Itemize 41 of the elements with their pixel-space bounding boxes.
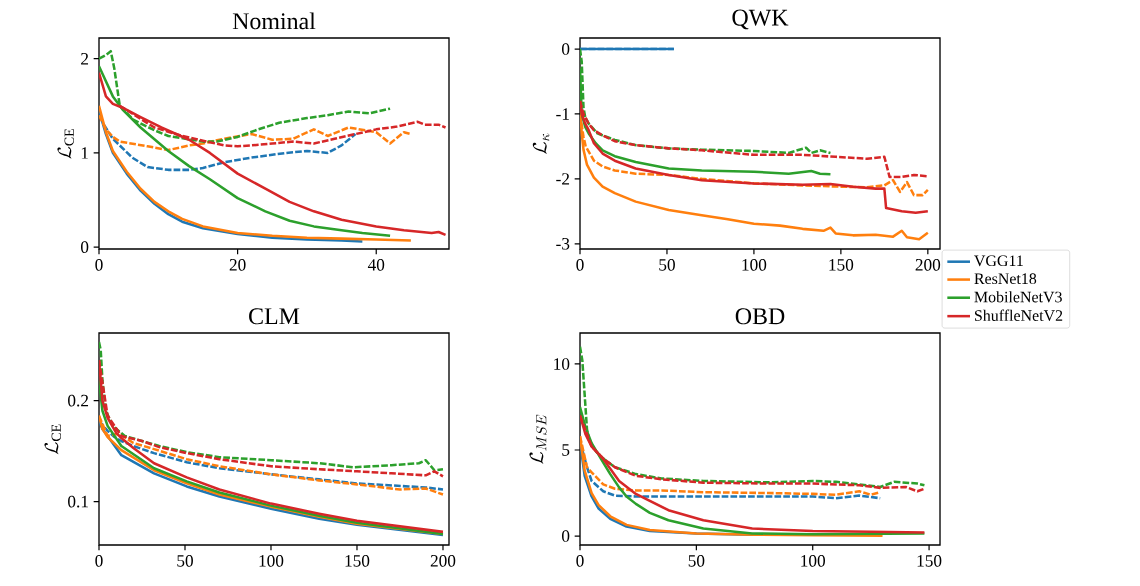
- legend-label: VGG11: [974, 255, 1023, 267]
- x-tick-label: 40: [367, 259, 385, 271]
- x-tick-label: 0: [576, 259, 584, 271]
- chart-title: CLM: [249, 308, 300, 325]
- x-tick-label: 50: [659, 259, 675, 271]
- legend-label: ResNet18: [974, 273, 1037, 285]
- y-tick-label: -3: [556, 238, 570, 250]
- y-axis-title: $\mathcal{L}_{\mathrm{CE}}$: [57, 129, 74, 159]
- y-tick-label: -2: [556, 173, 570, 185]
- y-axis-title: $\mathcal{L}_{\kappa}$: [532, 133, 550, 155]
- x-tick-label: 0: [576, 555, 584, 567]
- y-tick-label: 0: [562, 530, 570, 542]
- x-tick-label: 200: [915, 259, 941, 271]
- legend-label: MobileNetV3: [974, 291, 1062, 303]
- y-tick-label: 2: [81, 53, 89, 65]
- x-tick-label: 0: [95, 259, 103, 271]
- x-tick-label: 100: [259, 555, 284, 567]
- y-tick-label: 0: [81, 241, 89, 253]
- y-tick-label: 0.2: [68, 394, 89, 407]
- x-tick-label: 150: [829, 259, 854, 271]
- x-tick-label: 150: [345, 555, 370, 567]
- x-tick-label: 100: [742, 259, 767, 271]
- y-tick-label: 0: [562, 43, 570, 55]
- chart-title: QWK: [732, 9, 789, 30]
- x-tick-label: 20: [229, 259, 246, 271]
- y-tick-label: 10: [554, 358, 570, 370]
- y-tick-label: 0.1: [68, 495, 88, 508]
- x-tick-label: 50: [688, 555, 705, 567]
- x-tick-label: 150: [917, 555, 942, 567]
- x-tick-label: 100: [801, 555, 826, 567]
- x-tick-label: 50: [177, 555, 193, 567]
- y-axis-title: $\mathcal{L}_{MSE}$: [529, 414, 547, 464]
- x-tick-label: 200: [430, 555, 456, 567]
- y-tick-label: 5: [562, 444, 570, 456]
- legend-label: ShuffleNetV2: [974, 309, 1063, 322]
- x-tick-label: 0: [95, 555, 103, 567]
- y-tick-label: -1: [556, 108, 569, 120]
- y-axis-title: $\mathcal{L}_{\mathrm{CE}}$: [44, 424, 61, 455]
- chart-title: OBD: [735, 308, 785, 325]
- y-tick-label: 1: [81, 147, 88, 159]
- chart-title: Nominal: [232, 12, 316, 30]
